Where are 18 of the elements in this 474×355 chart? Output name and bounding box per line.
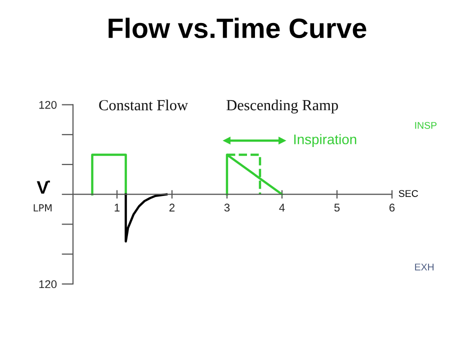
x-tick-label: 2 [169,204,175,212]
annotation: Descending Ramp [226,100,338,114]
text: INSP [415,122,437,129]
text: LPM [34,204,52,212]
chart-title: Flow vs.Time Curve [108,18,366,38]
text: EXH [415,264,434,270]
x-tick-label: 4 [279,204,285,212]
x-axis-title: SEC [398,190,418,197]
x-tick-label: 5 [334,204,340,212]
x-tick-label: 6 [389,204,395,212]
y-tick-label: 120 [39,280,57,288]
y-tick-label: 120 [39,100,57,109]
x-tick-label: 1 [114,204,120,212]
annotation: Inspiration [294,134,356,148]
x-tick-label: 3 [224,204,230,212]
line-series [124,193,168,243]
annotation: Constant Flow [99,100,188,110]
y-axis-title: V̇ [36,180,50,194]
